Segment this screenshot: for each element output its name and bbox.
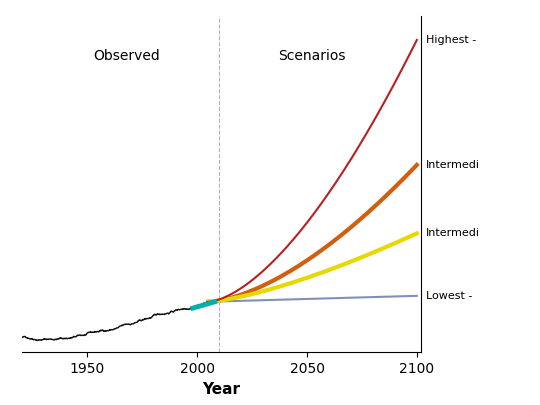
Text: Observed: Observed [93,49,160,63]
Text: Intermedi: Intermedi [426,160,480,170]
X-axis label: Year: Year [202,382,240,396]
Text: Highest -: Highest - [426,35,476,45]
Text: Scenarios: Scenarios [278,49,345,63]
Text: Lowest -: Lowest - [426,291,472,301]
Text: Intermedi: Intermedi [426,228,480,239]
